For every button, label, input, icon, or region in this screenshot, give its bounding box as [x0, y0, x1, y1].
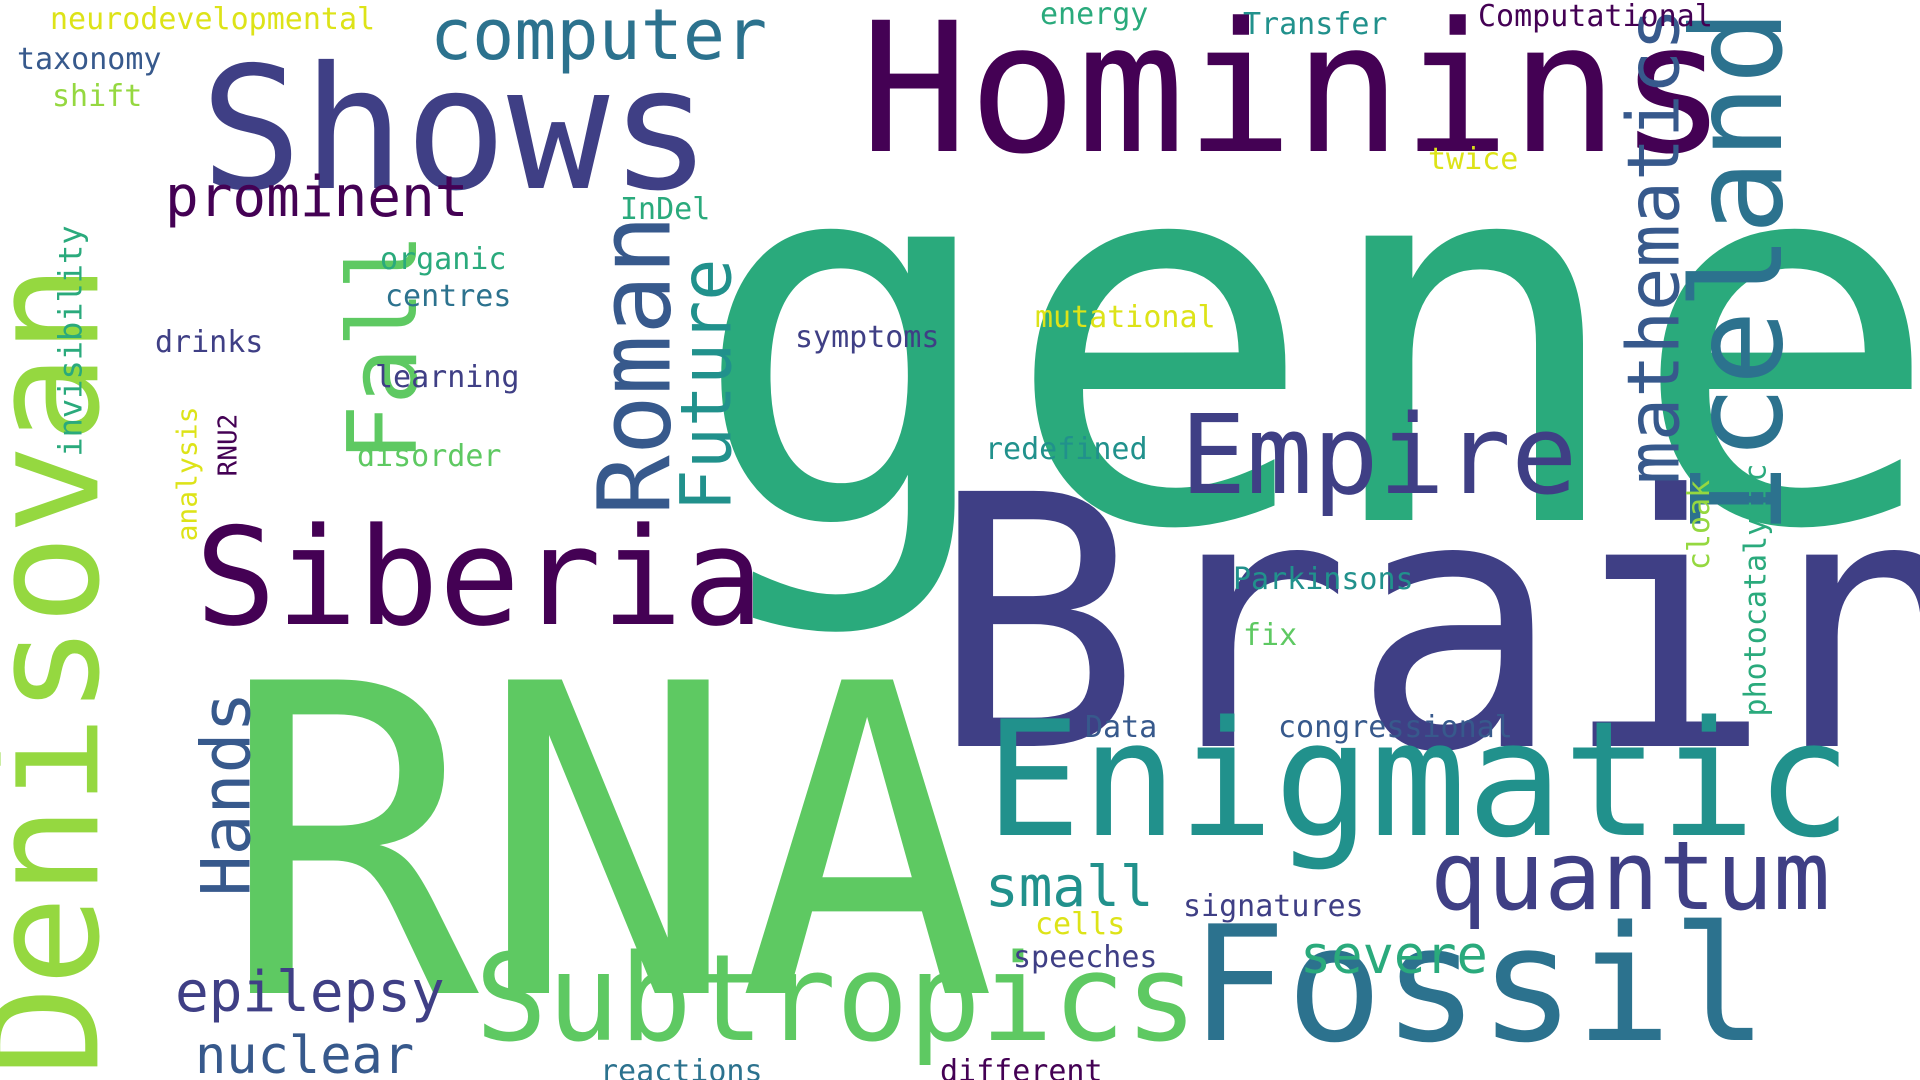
word-neurodevelopmental: neurodevelopmental	[50, 2, 376, 37]
word-cloak: cloak	[1682, 479, 1718, 571]
word-mutational: mutational	[1035, 300, 1216, 335]
word-disorder: disorder	[357, 439, 502, 474]
word-rnu2: RNU2	[213, 413, 244, 477]
word-different: different	[940, 1054, 1103, 1080]
word-gene: gene	[690, 37, 1920, 643]
word-speeches: speeches	[1013, 940, 1158, 975]
word-brain: Brain	[930, 421, 1920, 829]
word-enigmatic: Enigmatic	[985, 686, 1852, 873]
word-fossil: Fossil	[1190, 891, 1768, 1078]
word-organic: organic	[380, 242, 507, 277]
word-drinks: drinks	[155, 325, 264, 360]
word-hominins: Hominins	[860, 0, 1727, 194]
word-computer: computer	[430, 0, 768, 76]
word-invisibility: invisibility	[51, 225, 90, 457]
word-quantum: quantum	[1430, 822, 1831, 932]
word-centres: centres	[385, 279, 512, 314]
word-energy: energy	[1040, 0, 1149, 32]
word-congressional: congressional	[1278, 710, 1513, 745]
word-symptoms: symptoms	[795, 320, 940, 355]
word-transfer: Transfer	[1243, 7, 1388, 42]
word-twice: twice	[1428, 142, 1519, 177]
word-taxonomy: taxonomy	[17, 42, 162, 77]
word-redefined: redefined	[985, 432, 1148, 467]
word-fix: fix	[1243, 618, 1298, 653]
word-reactions: reactions	[600, 1054, 763, 1080]
word-cells: cells	[1035, 907, 1126, 942]
word-subtropics: Subtropics	[475, 930, 1198, 1069]
word-shows: Shows	[200, 31, 712, 229]
word-empire: Empire	[1180, 391, 1578, 519]
word-mathematics: mathematics	[1611, 7, 1696, 485]
word-indel: InDel	[620, 192, 711, 227]
word-shift: shift	[52, 79, 143, 114]
word-severe: severe	[1300, 926, 1488, 986]
word-small: small	[985, 855, 1154, 920]
word-hands: Hands	[187, 691, 267, 897]
word-signatures: signatures	[1183, 889, 1364, 924]
word-computational: Computational	[1478, 0, 1713, 34]
word-nuclear: nuclear	[195, 1026, 415, 1080]
word-epilepsy: epilepsy	[175, 960, 445, 1025]
word-siberia: Siberia	[195, 499, 764, 656]
word-parkinsons: Parkinsons	[1233, 562, 1414, 597]
word-prominent: prominent	[165, 165, 469, 230]
word-analysis: analysis	[170, 406, 204, 542]
word-future: Future	[665, 258, 748, 512]
word-rna: RNA	[220, 595, 997, 1080]
word-photocatalytic: photocatalytic	[1738, 463, 1774, 717]
word-learning: learning	[375, 360, 520, 395]
word-data: Data	[1085, 710, 1158, 745]
